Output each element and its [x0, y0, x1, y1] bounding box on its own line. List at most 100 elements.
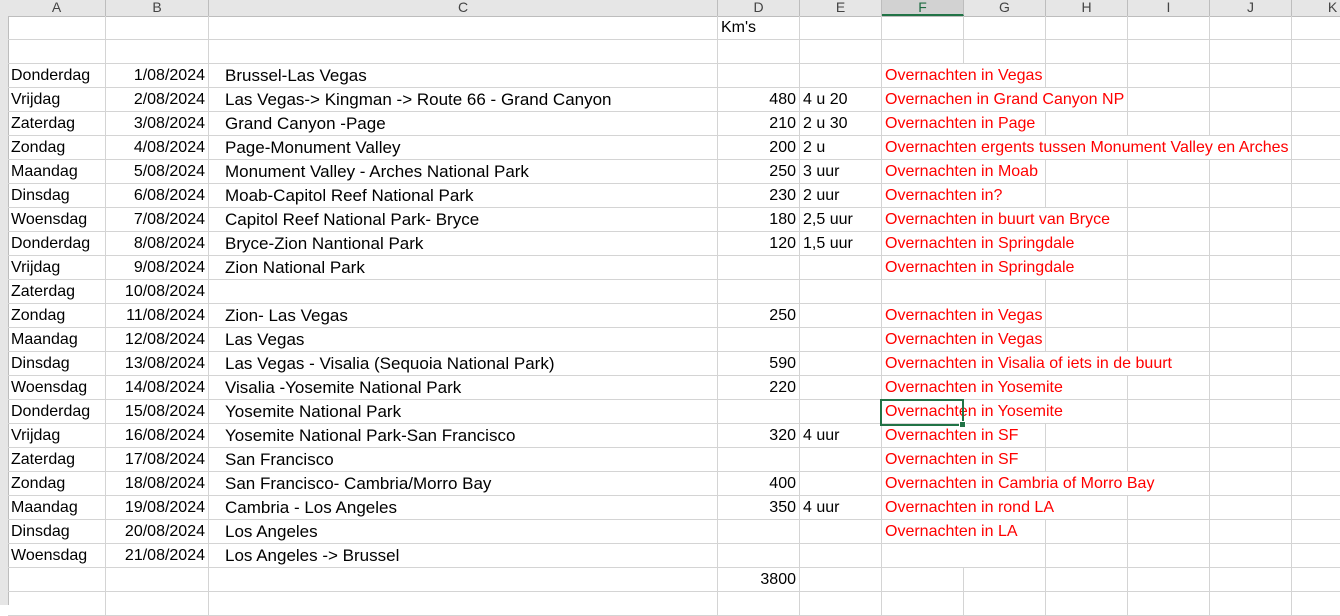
column-header-e[interactable]: E [800, 0, 882, 16]
cell-b[interactable] [106, 40, 209, 64]
cell-h[interactable] [1046, 160, 1128, 184]
cell-e[interactable] [800, 256, 882, 280]
cell-g[interactable] [964, 280, 1046, 304]
cell-d[interactable] [718, 592, 800, 616]
cell-a[interactable]: Donderdag [8, 64, 106, 88]
cell-a[interactable]: Woensdag [8, 544, 106, 568]
cell-i[interactable] [1128, 16, 1210, 40]
cell-f[interactable] [882, 40, 964, 64]
cell-e[interactable] [800, 16, 882, 40]
cell-d[interactable] [718, 544, 800, 568]
cell-d[interactable] [718, 328, 800, 352]
column-header-k[interactable]: K [1292, 0, 1340, 16]
cell-e[interactable]: 2 uur [800, 184, 882, 208]
cell-d[interactable]: 210 [718, 112, 800, 136]
cell-i[interactable] [1128, 112, 1210, 136]
cell-b[interactable]: 4/08/2024 [106, 136, 209, 160]
cell-k[interactable] [1292, 280, 1340, 304]
cell-j[interactable] [1210, 376, 1292, 400]
cell-e[interactable] [800, 544, 882, 568]
cell-e[interactable] [800, 400, 882, 424]
cell-j[interactable] [1210, 88, 1292, 112]
cell-c[interactable]: Brussel-Las Vegas [209, 64, 718, 88]
cell-i[interactable] [1128, 520, 1210, 544]
cell-b[interactable]: 12/08/2024 [106, 328, 209, 352]
cell-h[interactable] [1046, 256, 1128, 280]
cell-j[interactable] [1210, 64, 1292, 88]
cell-h[interactable] [1046, 544, 1128, 568]
cell-c[interactable]: Grand Canyon -Page [209, 112, 718, 136]
cell-j[interactable] [1210, 280, 1292, 304]
cell-h[interactable] [1046, 304, 1128, 328]
cell-i[interactable] [1128, 592, 1210, 616]
cell-d[interactable]: Km's [718, 16, 800, 40]
cell-f[interactable]: Overnachten in Page [882, 112, 1035, 136]
cell-a[interactable]: Vrijdag [8, 88, 106, 112]
cell-h[interactable] [1046, 448, 1128, 472]
cell-a[interactable]: Woensdag [8, 208, 106, 232]
cell-f[interactable]: Overnachten in Vegas [882, 328, 1042, 352]
cell-f[interactable] [882, 592, 964, 616]
cell-f[interactable]: Overnachten in LA [882, 520, 1018, 544]
cell-c[interactable]: Cambria - Los Angeles [209, 496, 718, 520]
cell-i[interactable] [1128, 88, 1210, 112]
cell-f[interactable] [882, 544, 964, 568]
cell-i[interactable] [1128, 184, 1210, 208]
cell-f[interactable] [882, 280, 964, 304]
cell-a[interactable]: Maandag [8, 496, 106, 520]
cell-g[interactable] [964, 16, 1046, 40]
cell-k[interactable] [1292, 208, 1340, 232]
cell-g[interactable] [964, 40, 1046, 64]
cell-i[interactable] [1128, 304, 1210, 328]
cell-i[interactable] [1128, 496, 1210, 520]
cell-h[interactable] [1046, 184, 1128, 208]
cell-e[interactable] [800, 472, 882, 496]
cell-k[interactable] [1292, 232, 1340, 256]
cell-k[interactable] [1292, 16, 1340, 40]
cell-k[interactable] [1292, 112, 1340, 136]
cell-j[interactable] [1210, 208, 1292, 232]
cell-a[interactable]: Donderdag [8, 400, 106, 424]
cell-f[interactable] [882, 16, 964, 40]
cell-i[interactable] [1128, 376, 1210, 400]
cell-e[interactable] [800, 592, 882, 616]
cell-b[interactable]: 19/08/2024 [106, 496, 209, 520]
cell-b[interactable]: 18/08/2024 [106, 472, 209, 496]
cell-b[interactable]: 3/08/2024 [106, 112, 209, 136]
cell-d[interactable]: 320 [718, 424, 800, 448]
cell-d[interactable]: 590 [718, 352, 800, 376]
cell-j[interactable] [1210, 184, 1292, 208]
cell-b[interactable]: 8/08/2024 [106, 232, 209, 256]
cell-k[interactable] [1292, 496, 1340, 520]
cell-e[interactable]: 4 uur [800, 496, 882, 520]
cell-h[interactable] [1046, 376, 1128, 400]
cell-k[interactable] [1292, 304, 1340, 328]
cell-a[interactable]: Vrijdag [8, 256, 106, 280]
cell-k[interactable] [1292, 568, 1340, 592]
cell-c[interactable] [209, 16, 718, 40]
cell-k[interactable] [1292, 40, 1340, 64]
cell-i[interactable] [1128, 40, 1210, 64]
cell-e[interactable] [800, 304, 882, 328]
cell-f[interactable]: Overnachten in? [882, 184, 1002, 208]
cell-c[interactable]: Zion- Las Vegas [209, 304, 718, 328]
cell-a[interactable]: Zondag [8, 472, 106, 496]
cell-j[interactable] [1210, 424, 1292, 448]
cell-c[interactable]: Las Vegas [209, 328, 718, 352]
cell-e[interactable]: 4 uur [800, 424, 882, 448]
cell-c[interactable]: Las Vegas-> Kingman -> Route 66 - Grand … [209, 88, 718, 112]
cell-e[interactable]: 3 uur [800, 160, 882, 184]
cell-h[interactable] [1046, 424, 1128, 448]
cell-c[interactable] [209, 592, 718, 616]
cell-k[interactable] [1292, 136, 1340, 160]
cell-j[interactable] [1210, 112, 1292, 136]
cell-e[interactable]: 2,5 uur [800, 208, 882, 232]
cell-b[interactable]: 21/08/2024 [106, 544, 209, 568]
cell-e[interactable] [800, 328, 882, 352]
cell-f[interactable]: Overnachten in SF [882, 448, 1018, 472]
cell-d[interactable] [718, 40, 800, 64]
cell-k[interactable] [1292, 544, 1340, 568]
cell-f[interactable]: Overnachten in Vegas [882, 64, 1042, 88]
cell-i[interactable] [1128, 448, 1210, 472]
cell-c[interactable]: Visalia -Yosemite National Park [209, 376, 718, 400]
